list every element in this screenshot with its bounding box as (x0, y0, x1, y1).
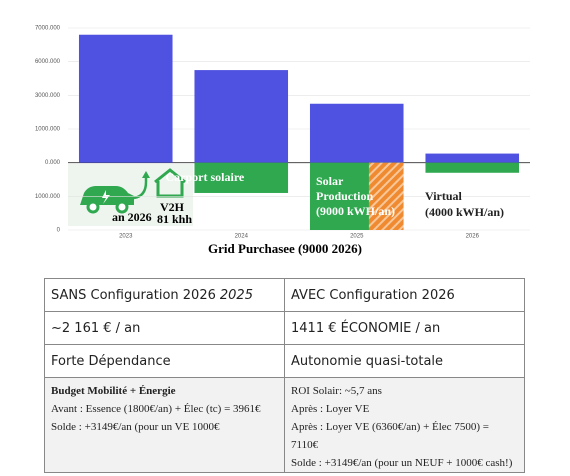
annotation: (9000 kWH/an) (316, 204, 395, 218)
bar (194, 70, 289, 163)
y-tick-label: 0 (57, 228, 61, 234)
car-icon (80, 168, 186, 214)
bar (425, 153, 520, 163)
cell: AVEC Configuration 2026 (284, 278, 525, 312)
box-line: Solde : +3149€/an (pour un VE 1000€ (51, 421, 220, 433)
x-tick-label: 2026 (466, 234, 480, 240)
bar (368, 162, 404, 230)
x-tick-label: 2023 (119, 234, 133, 240)
x-tick-label: 2025 (350, 234, 364, 240)
box-title: Budget Mobilité + Énergie (51, 385, 176, 397)
bar (194, 162, 289, 193)
cell: Budget Mobilité + Énergie Avant : Essenc… (44, 377, 285, 473)
cell: ROI Solair: ~5,7 ans Après : Loyer VE Ap… (284, 377, 525, 473)
y-tick-label: 7000.000 (35, 26, 61, 32)
bar (425, 162, 520, 173)
cell: 1411 € ÉCONOMIE / an (284, 311, 525, 345)
annotation: (4000 kWH/an) (425, 205, 504, 219)
y-tick-label: 6000.000 (35, 59, 61, 65)
box-line: Après : Loyer VE (6360€/an) + Élec 7500)… (291, 421, 489, 451)
y-tick-label: 1000.000 (35, 194, 61, 200)
cell-text: SANS Configuration 2026 (51, 287, 216, 303)
annotation: Carport solaire (166, 170, 245, 184)
box-title: ROI Solair: ~5,7 ans (291, 385, 382, 397)
annotation: Solar (316, 174, 344, 188)
x-tick-label: 2024 (235, 234, 249, 240)
box-line: Après : Loyer VE (291, 403, 370, 415)
annotation: Virtual (425, 189, 463, 203)
annotation: V2H (160, 200, 185, 214)
box-line: Solde : +3149€/an (pour un NEUF + 1000€ … (291, 457, 513, 469)
y-tick-label: 0.000 (45, 160, 61, 166)
scribble: 2025 (219, 287, 253, 303)
bar (309, 103, 404, 163)
y-tick-label: 1000.000 (35, 127, 61, 133)
y-tick-label: 3000.000 (35, 93, 61, 99)
annotation: Production (316, 189, 373, 203)
cell: Autonomie quasi-totale (284, 344, 525, 378)
annotation: an 2026 (112, 210, 152, 224)
comparison-table: SANS Configuration 2026 2025 AVEC Configu… (44, 278, 525, 473)
cell: Forte Dépendance (44, 344, 285, 378)
cell: ~2 161 € / an (44, 311, 285, 345)
x-axis-title: Grid Purchasee (9000 2026) (208, 241, 362, 256)
chart: an 2026 V2H 81 khh Grid Purchasee (9000 … (35, 26, 530, 256)
annotation: 81 khh (157, 212, 192, 226)
cell: SANS Configuration 2026 2025 (44, 278, 285, 312)
box-line: Avant : Essence (1800€/an) + Élec (tc) =… (51, 403, 261, 415)
bar (78, 34, 173, 163)
